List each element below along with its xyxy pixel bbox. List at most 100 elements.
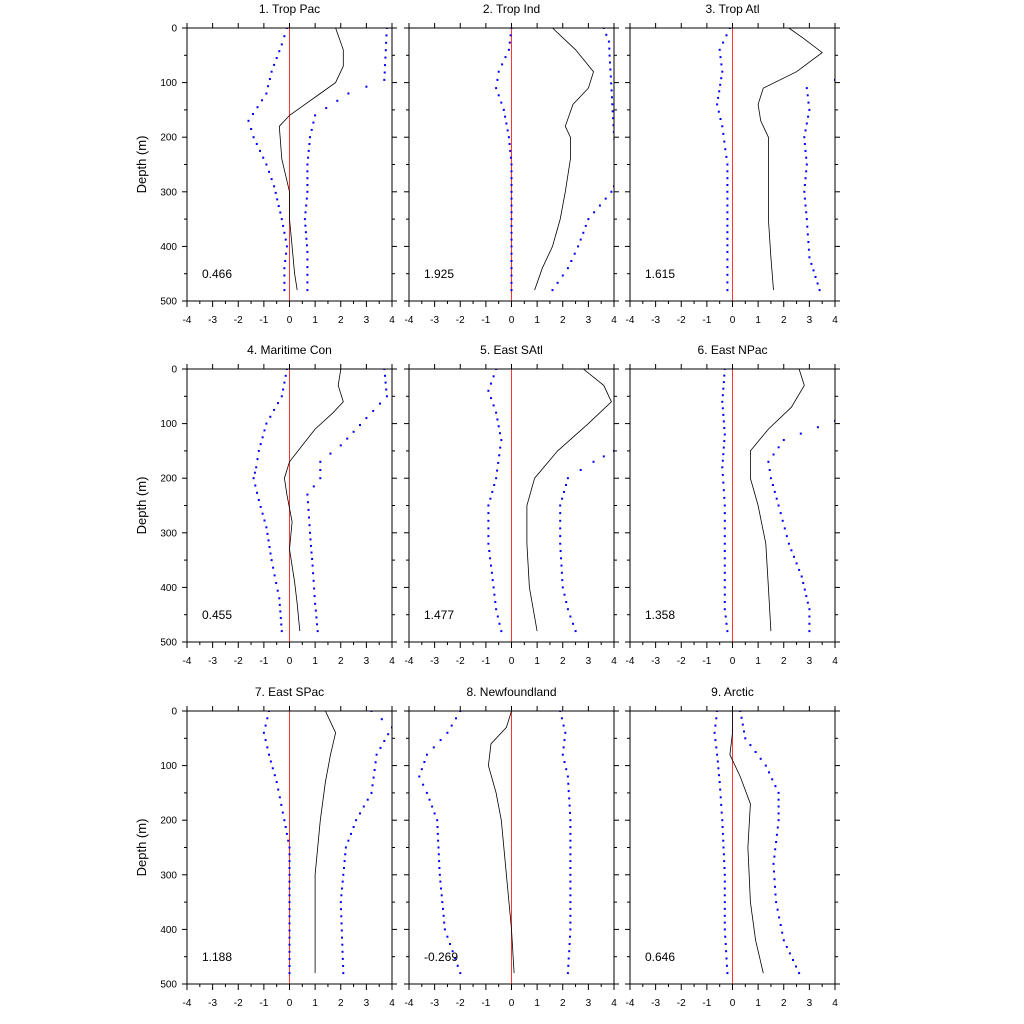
upper-bound-point (385, 388, 388, 391)
upper-bound-point (314, 609, 317, 612)
upper-bound-dots (306, 369, 388, 633)
lower-bound-point (273, 63, 276, 66)
upper-bound-point (767, 460, 770, 463)
lower-bound-point (268, 78, 271, 80)
panel-title: 7. East SPac (255, 685, 324, 699)
panel-title: 6. East NPac (697, 343, 767, 357)
upper-bound-point (812, 269, 815, 272)
lower-bound-point (255, 143, 258, 145)
upper-bound-point (759, 757, 762, 760)
upper-bound-point (562, 724, 565, 727)
upper-bound-point (561, 497, 564, 500)
upper-bound-point (608, 54, 611, 57)
lower-bound-point (288, 867, 291, 869)
x-tick-label: 4 (389, 315, 395, 326)
panel-value-label: 0.455 (202, 608, 232, 622)
upper-bound-point (774, 848, 777, 851)
lower-bound-point (726, 250, 729, 253)
lower-bound-point (270, 559, 273, 562)
lower-bound-point (726, 281, 729, 284)
lower-bound-point (723, 535, 726, 538)
upper-bound-point (806, 233, 809, 236)
upper-bound-point (344, 846, 347, 849)
lower-bound-point (432, 746, 435, 749)
upper-bound-point (568, 943, 571, 945)
lower-bound-point (510, 204, 513, 207)
upper-bound-point (374, 761, 377, 764)
x-tick-label: -3 (651, 998, 660, 1009)
lower-bound-point (282, 224, 285, 227)
upper-bound-point (561, 753, 564, 756)
upper-bound-point (567, 964, 570, 967)
upper-bound-point (768, 771, 770, 774)
upper-bound-point (604, 197, 607, 200)
upper-bound-point (807, 115, 810, 118)
lower-bound-point (719, 83, 722, 86)
upper-bound-point (769, 477, 772, 480)
upper-bound-point (740, 716, 743, 719)
lower-bound-point (259, 443, 262, 446)
lower-bound-point (280, 623, 283, 626)
lower-bound-point (437, 853, 440, 856)
lower-bound-point (261, 512, 264, 515)
lower-bound-point (723, 519, 726, 522)
upper-bound-point (803, 136, 806, 139)
x-tick-label: -2 (456, 315, 465, 326)
upper-bound-point (352, 430, 355, 433)
upper-bound-point (569, 853, 572, 856)
upper-bound-point (775, 901, 778, 904)
lower-bound-point (281, 811, 284, 814)
upper-bound-point (359, 424, 361, 426)
lower-bound-point (272, 566, 275, 569)
upper-bound-point (563, 490, 565, 493)
upper-bound-point (355, 819, 358, 822)
y-tick-label: 0 (171, 24, 177, 35)
lower-bound-dots (247, 28, 288, 292)
x-tick-label: 0 (287, 315, 293, 326)
upper-bound-point (305, 204, 308, 207)
upper-bound-point (799, 432, 802, 435)
lower-bound-point (252, 477, 255, 480)
lower-bound-point (721, 819, 724, 822)
y-tick-label: 0 (171, 365, 177, 376)
upper-bound-point (768, 469, 771, 471)
lower-bound-point (450, 724, 453, 727)
upper-bound-point (373, 769, 376, 771)
upper-bound-point (807, 241, 810, 243)
mean-profile-line (314, 711, 337, 974)
lower-bound-point (288, 936, 291, 939)
panel-value-label: 0.646 (645, 950, 675, 964)
upper-bound-point (566, 608, 569, 611)
lower-bound-point (437, 846, 440, 849)
upper-bound-point (808, 608, 811, 611)
lower-bound-point (717, 767, 720, 770)
upper-bound-point (359, 812, 361, 815)
lower-bound-point (510, 231, 513, 234)
lower-bound-point (723, 542, 726, 545)
upper-bound-point (385, 41, 388, 44)
lower-bound-point (288, 957, 291, 960)
lower-bound-point (722, 446, 725, 449)
lower-bound-point (510, 197, 513, 200)
lower-bound-point (437, 839, 440, 842)
x-tick-label: -2 (456, 998, 465, 1009)
lower-bound-point (497, 70, 500, 73)
lower-bound-point (275, 57, 278, 59)
lower-bound-point (717, 110, 720, 113)
lower-bound-point (722, 489, 725, 492)
lower-bound-point (271, 767, 274, 770)
lower-bound-point (723, 887, 726, 890)
upper-bound-point (313, 587, 316, 590)
upper-bound-point (774, 893, 777, 896)
lower-bound-point (723, 527, 726, 530)
lower-bound-point (510, 274, 513, 277)
x-tick-label: -3 (208, 656, 217, 667)
upper-bound-point (308, 516, 310, 519)
lower-bound-point (261, 99, 263, 102)
lower-bound-point (726, 197, 729, 200)
upper-bound-point (610, 89, 613, 92)
upper-bound-point (339, 901, 342, 904)
upper-bound-point (563, 739, 566, 742)
lower-bound-point (273, 774, 276, 777)
upper-bound-point (341, 943, 344, 946)
